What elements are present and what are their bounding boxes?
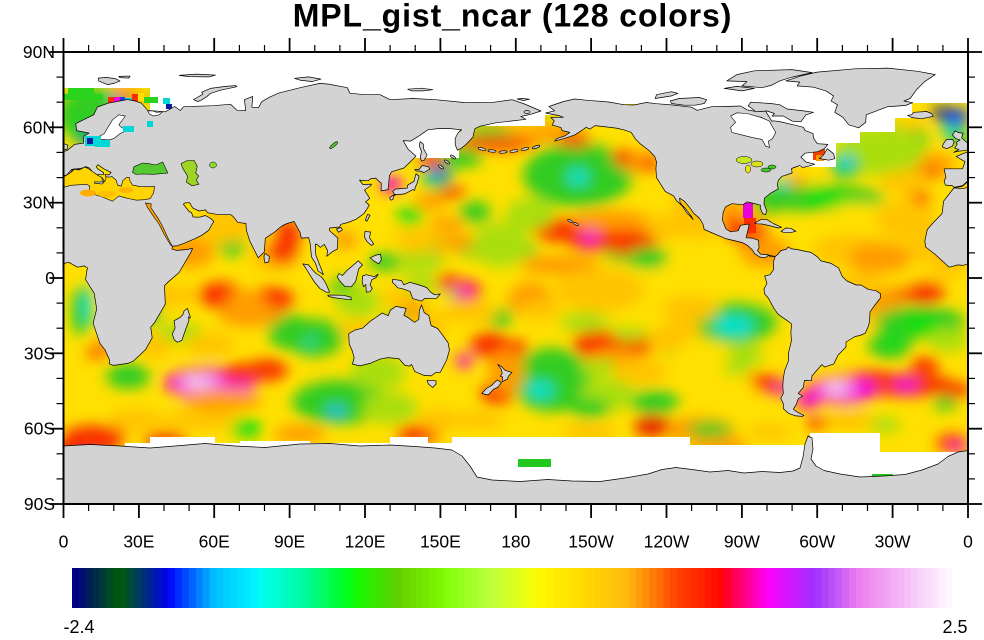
svg-text:60S: 60S: [24, 419, 55, 439]
svg-text:90S: 90S: [24, 494, 55, 514]
svg-text:30S: 30S: [24, 343, 55, 363]
svg-text:30E: 30E: [123, 532, 154, 552]
svg-text:120W: 120W: [644, 532, 690, 552]
svg-text:60W: 60W: [799, 532, 835, 552]
svg-text:30N: 30N: [23, 193, 55, 213]
svg-text:90N: 90N: [23, 42, 55, 62]
svg-text:150W: 150W: [568, 532, 614, 552]
svg-text:180: 180: [501, 532, 530, 552]
svg-text:-2.4: -2.4: [64, 617, 95, 635]
svg-text:90E: 90E: [274, 532, 305, 552]
svg-text:0: 0: [59, 532, 69, 552]
svg-text:60E: 60E: [199, 532, 230, 552]
svg-text:60N: 60N: [23, 117, 55, 137]
svg-text:2.5: 2.5: [942, 617, 967, 635]
svg-text:0: 0: [45, 268, 55, 288]
svg-text:0: 0: [963, 532, 973, 552]
svg-text:30W: 30W: [875, 532, 911, 552]
svg-text:90W: 90W: [724, 532, 760, 552]
svg-text:120E: 120E: [345, 532, 386, 552]
svg-text:MPL_gist_ncar (128 colors): MPL_gist_ncar (128 colors): [293, 0, 733, 34]
svg-text:150E: 150E: [420, 532, 461, 552]
